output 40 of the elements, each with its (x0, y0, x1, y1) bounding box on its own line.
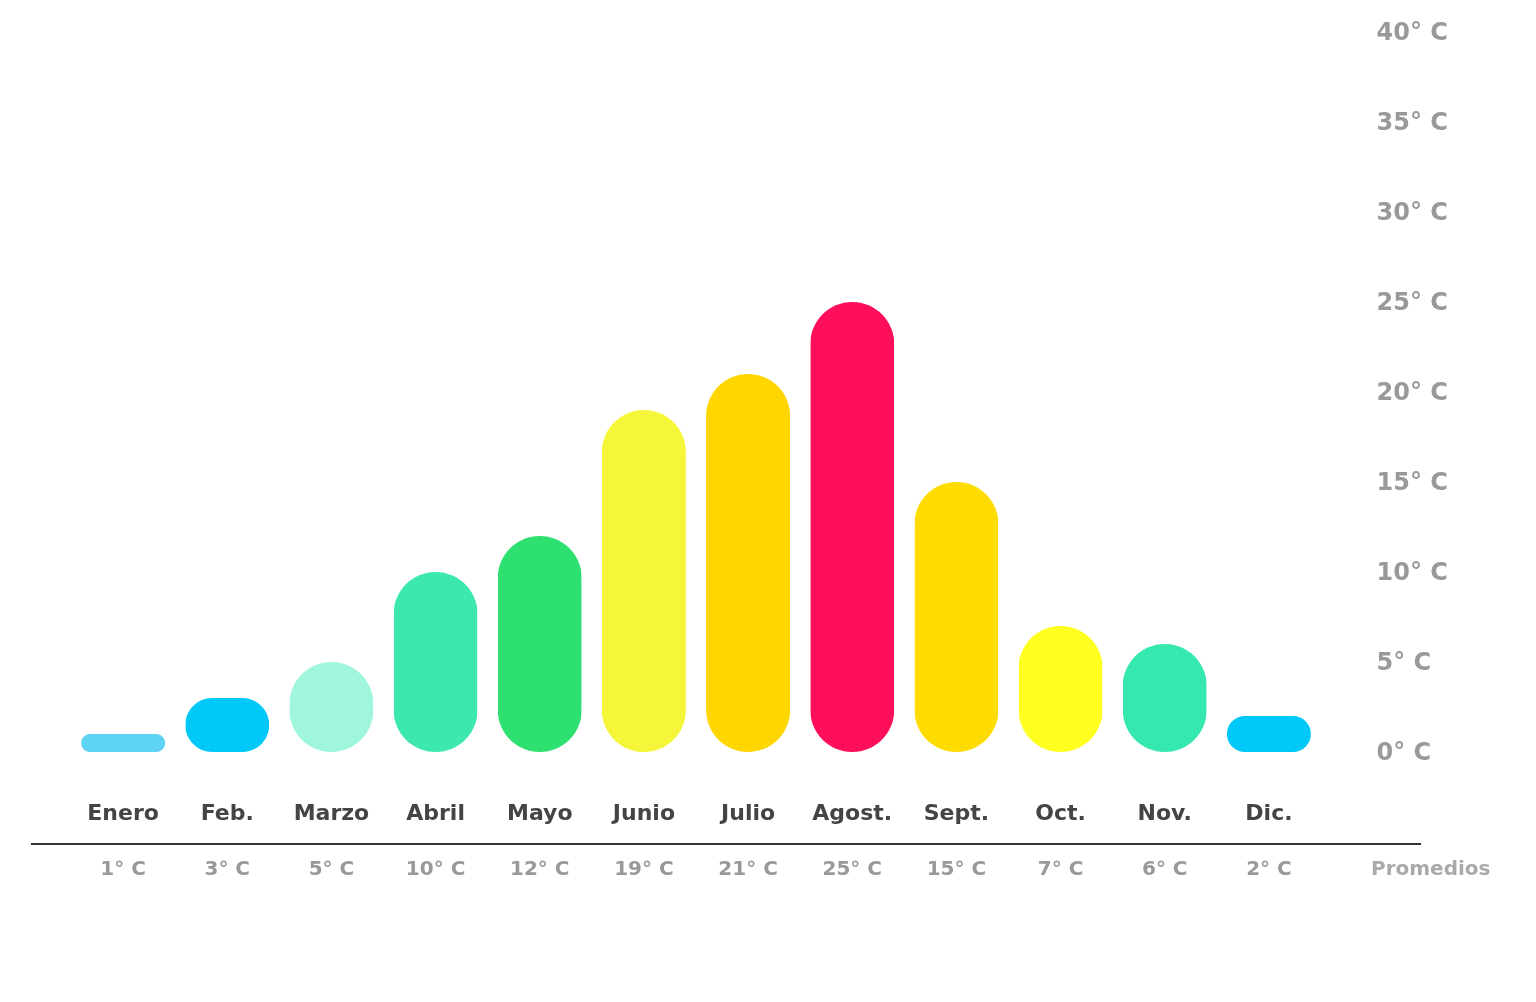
y-tick-label: 5° C (1376, 647, 1432, 676)
bar (914, 482, 999, 752)
bar (810, 302, 895, 752)
y-tick-label: 35° C (1376, 107, 1448, 136)
y-tick-label: 20° C (1376, 377, 1448, 406)
y-tick-label: 15° C (1376, 467, 1448, 496)
x-tick-label: Marzo (293, 799, 370, 825)
bar (601, 410, 686, 752)
data-label: 15° C (926, 856, 987, 880)
data-label: 19° C (614, 856, 674, 880)
x-tick-label: Nov. (1137, 799, 1192, 825)
x-tick-label: Dic. (1245, 799, 1293, 825)
data-label: 10° C (405, 856, 466, 880)
x-tick-label: Oct. (1035, 799, 1086, 825)
x-tick-label: Feb. (200, 799, 254, 825)
data-label: 2° C (1246, 856, 1292, 880)
data-label: 5° C (308, 856, 355, 880)
bar (81, 734, 166, 752)
x-tick-label: Enero (87, 799, 159, 825)
data-label: 1° C (100, 856, 146, 880)
y-tick-label: 0° C (1376, 737, 1432, 766)
bar (706, 374, 791, 752)
data-label: 12° C (510, 856, 570, 880)
bar (497, 536, 582, 752)
data-label: 6° C (1141, 856, 1188, 880)
y-tick-label: 10° C (1376, 557, 1448, 586)
x-tick-label: Junio (610, 799, 675, 825)
data-label: 21° C (718, 856, 778, 880)
text: Promedios (1371, 856, 1491, 880)
x-tick-label: Mayo (506, 799, 573, 825)
data-label: 25° C (822, 856, 882, 880)
data-label: 7° C (1037, 856, 1084, 880)
y-tick-label: 25° C (1376, 287, 1448, 316)
x-tick-label: Agost. (812, 799, 893, 825)
y-tick-label: 30° C (1376, 197, 1448, 226)
x-tick-label: Sept. (923, 799, 990, 825)
x-tick-label: Abril (406, 799, 465, 825)
data-label: 3° C (204, 856, 251, 880)
x-tick-label: Julio (719, 799, 776, 825)
y-tick-label: 40° C (1376, 17, 1448, 46)
